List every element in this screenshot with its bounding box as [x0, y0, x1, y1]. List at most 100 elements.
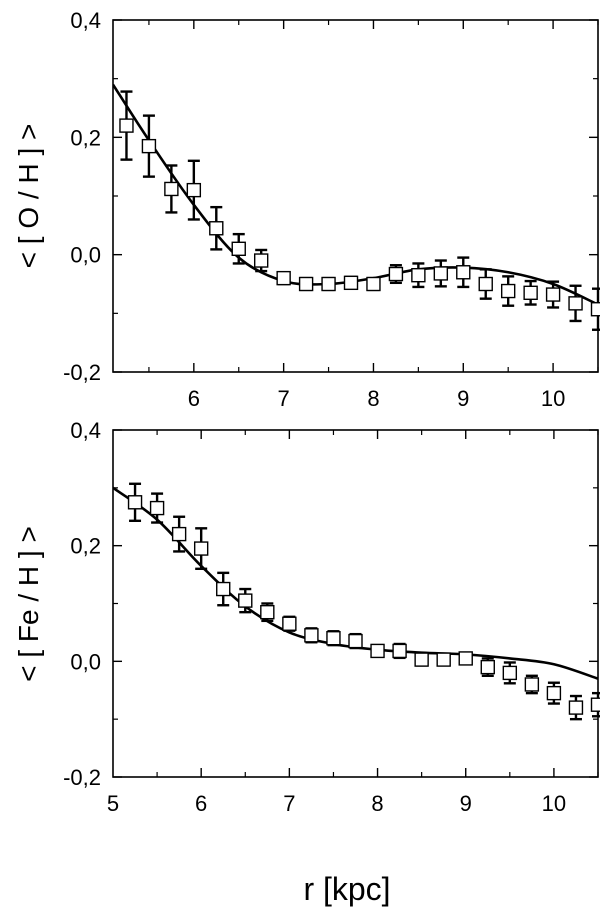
feh-square-marker [414, 652, 429, 667]
feh-data-point [193, 527, 209, 570]
oh-square-marker [568, 296, 583, 311]
feh-square-marker [568, 700, 584, 715]
oh-ticks [113, 19, 599, 373]
oh-data-point [231, 232, 246, 265]
feh-y-tick-labels: -0,2 0,0 0,2 0,4 [63, 418, 101, 790]
oh-model-line [113, 83, 598, 306]
feh-data-point [370, 643, 385, 659]
feh-square-marker [238, 593, 253, 608]
feh-data-point [458, 651, 473, 666]
feh-panel: 5 6 7 8 9 10 -0,2 0,0 0,2 0,4 < [ Fe / H ] > [13, 418, 600, 816]
feh-data-point [127, 482, 143, 522]
oh-data-point [119, 90, 134, 161]
feh-square-marker [458, 651, 473, 666]
oh-data-point [164, 164, 179, 214]
feh-data-point [171, 515, 187, 553]
feh-square-marker [502, 665, 518, 681]
oh-y-tick-labels: -0,2 0,0 0,2 0,4 [63, 8, 101, 385]
feh-square-marker [546, 685, 562, 701]
oh-data-point [456, 256, 471, 289]
oh-square-marker [590, 302, 600, 317]
oh-x-tick-label: 7 [278, 386, 290, 411]
feh-data-point [304, 627, 319, 644]
feh-square-marker [282, 616, 297, 631]
oh-square-marker [298, 276, 314, 292]
feh-data-point [568, 694, 584, 721]
feh-square-marker [370, 643, 385, 659]
oh-square-marker [456, 265, 471, 280]
feh-square-marker [436, 652, 451, 667]
feh-y-axis-label: < [ Fe / H ] > [13, 526, 44, 682]
oh-square-marker [253, 253, 269, 268]
feh-data-point [348, 632, 363, 650]
oh-y-tick-label: 0,2 [70, 125, 101, 150]
oh-square-marker [545, 287, 561, 302]
feh-square-marker [590, 697, 600, 712]
oh-square-marker [411, 268, 426, 283]
feh-y-tick-label: 0,0 [70, 649, 101, 674]
feh-model-line [113, 486, 598, 680]
feh-data-point [216, 571, 231, 607]
feh-square-marker [392, 643, 407, 659]
oh-data-point [366, 276, 381, 292]
oh-data-point [500, 275, 516, 307]
oh-square-marker [321, 276, 336, 292]
oh-data-point [523, 279, 538, 306]
oh-y-tick-label: 0,0 [70, 243, 101, 268]
feh-data-point [590, 691, 600, 718]
oh-data-point [545, 280, 561, 309]
feh-x-tick-label: 6 [195, 791, 207, 816]
oh-square-marker [141, 138, 157, 154]
feh-x-tick-label: 7 [283, 791, 295, 816]
feh-data-point [238, 587, 253, 614]
oh-data-point [411, 262, 426, 289]
oh-data-point [433, 259, 449, 288]
feh-x-tick-label: 9 [460, 791, 472, 816]
feh-plot-frame [112, 429, 599, 778]
feh-data-point [149, 492, 165, 524]
oh-model-curve [113, 83, 598, 306]
x-axis-label: r [kpc] [303, 871, 390, 907]
oh-data-point [568, 284, 583, 323]
feh-square-marker [348, 633, 363, 649]
oh-x-tick-label: 10 [541, 386, 565, 411]
feh-data-point [414, 652, 429, 667]
oh-square-marker [343, 275, 359, 291]
feh-y-tick-label: -0,2 [63, 765, 101, 790]
feh-square-marker [149, 500, 165, 516]
oh-y-tick-label: 0,4 [70, 8, 101, 33]
feh-x-tick-label: 10 [542, 791, 566, 816]
feh-square-marker [524, 677, 540, 692]
feh-data-point [480, 657, 495, 677]
oh-data-point [298, 276, 314, 292]
oh-x-tick-labels: 6 7 8 9 10 [188, 386, 566, 411]
feh-data-point [392, 642, 407, 660]
feh-model-curve [113, 486, 598, 680]
oh-square-marker [523, 285, 538, 300]
feh-square-marker [171, 526, 187, 542]
feh-square-marker [127, 495, 143, 510]
oh-x-tick-label: 6 [188, 386, 200, 411]
feh-y-tick-label: 0,2 [70, 534, 101, 559]
oh-data-point [253, 248, 269, 273]
oh-square-marker [433, 266, 449, 281]
oh-square-marker [276, 270, 291, 286]
oh-square-marker [388, 266, 404, 282]
oh-x-tick-label: 9 [457, 386, 469, 411]
feh-square-marker [480, 659, 495, 675]
oh-data-points [119, 90, 600, 331]
feh-data-point [260, 602, 275, 623]
feh-data-point [546, 681, 562, 705]
oh-data-point [321, 276, 336, 292]
feh-data-point [282, 615, 297, 632]
oh-x-tick-label: 8 [367, 386, 379, 411]
oh-square-marker [119, 118, 134, 133]
oh-square-marker [478, 276, 493, 292]
feh-x-tick-labels: 5 6 7 8 9 10 [107, 791, 566, 816]
feh-y-tick-label: 0,4 [70, 418, 101, 443]
feh-x-tick-label: 8 [371, 791, 383, 816]
feh-square-marker [193, 541, 209, 556]
oh-square-marker [500, 283, 516, 299]
oh-y-axis-label: < [ O / H ] > [13, 124, 44, 269]
